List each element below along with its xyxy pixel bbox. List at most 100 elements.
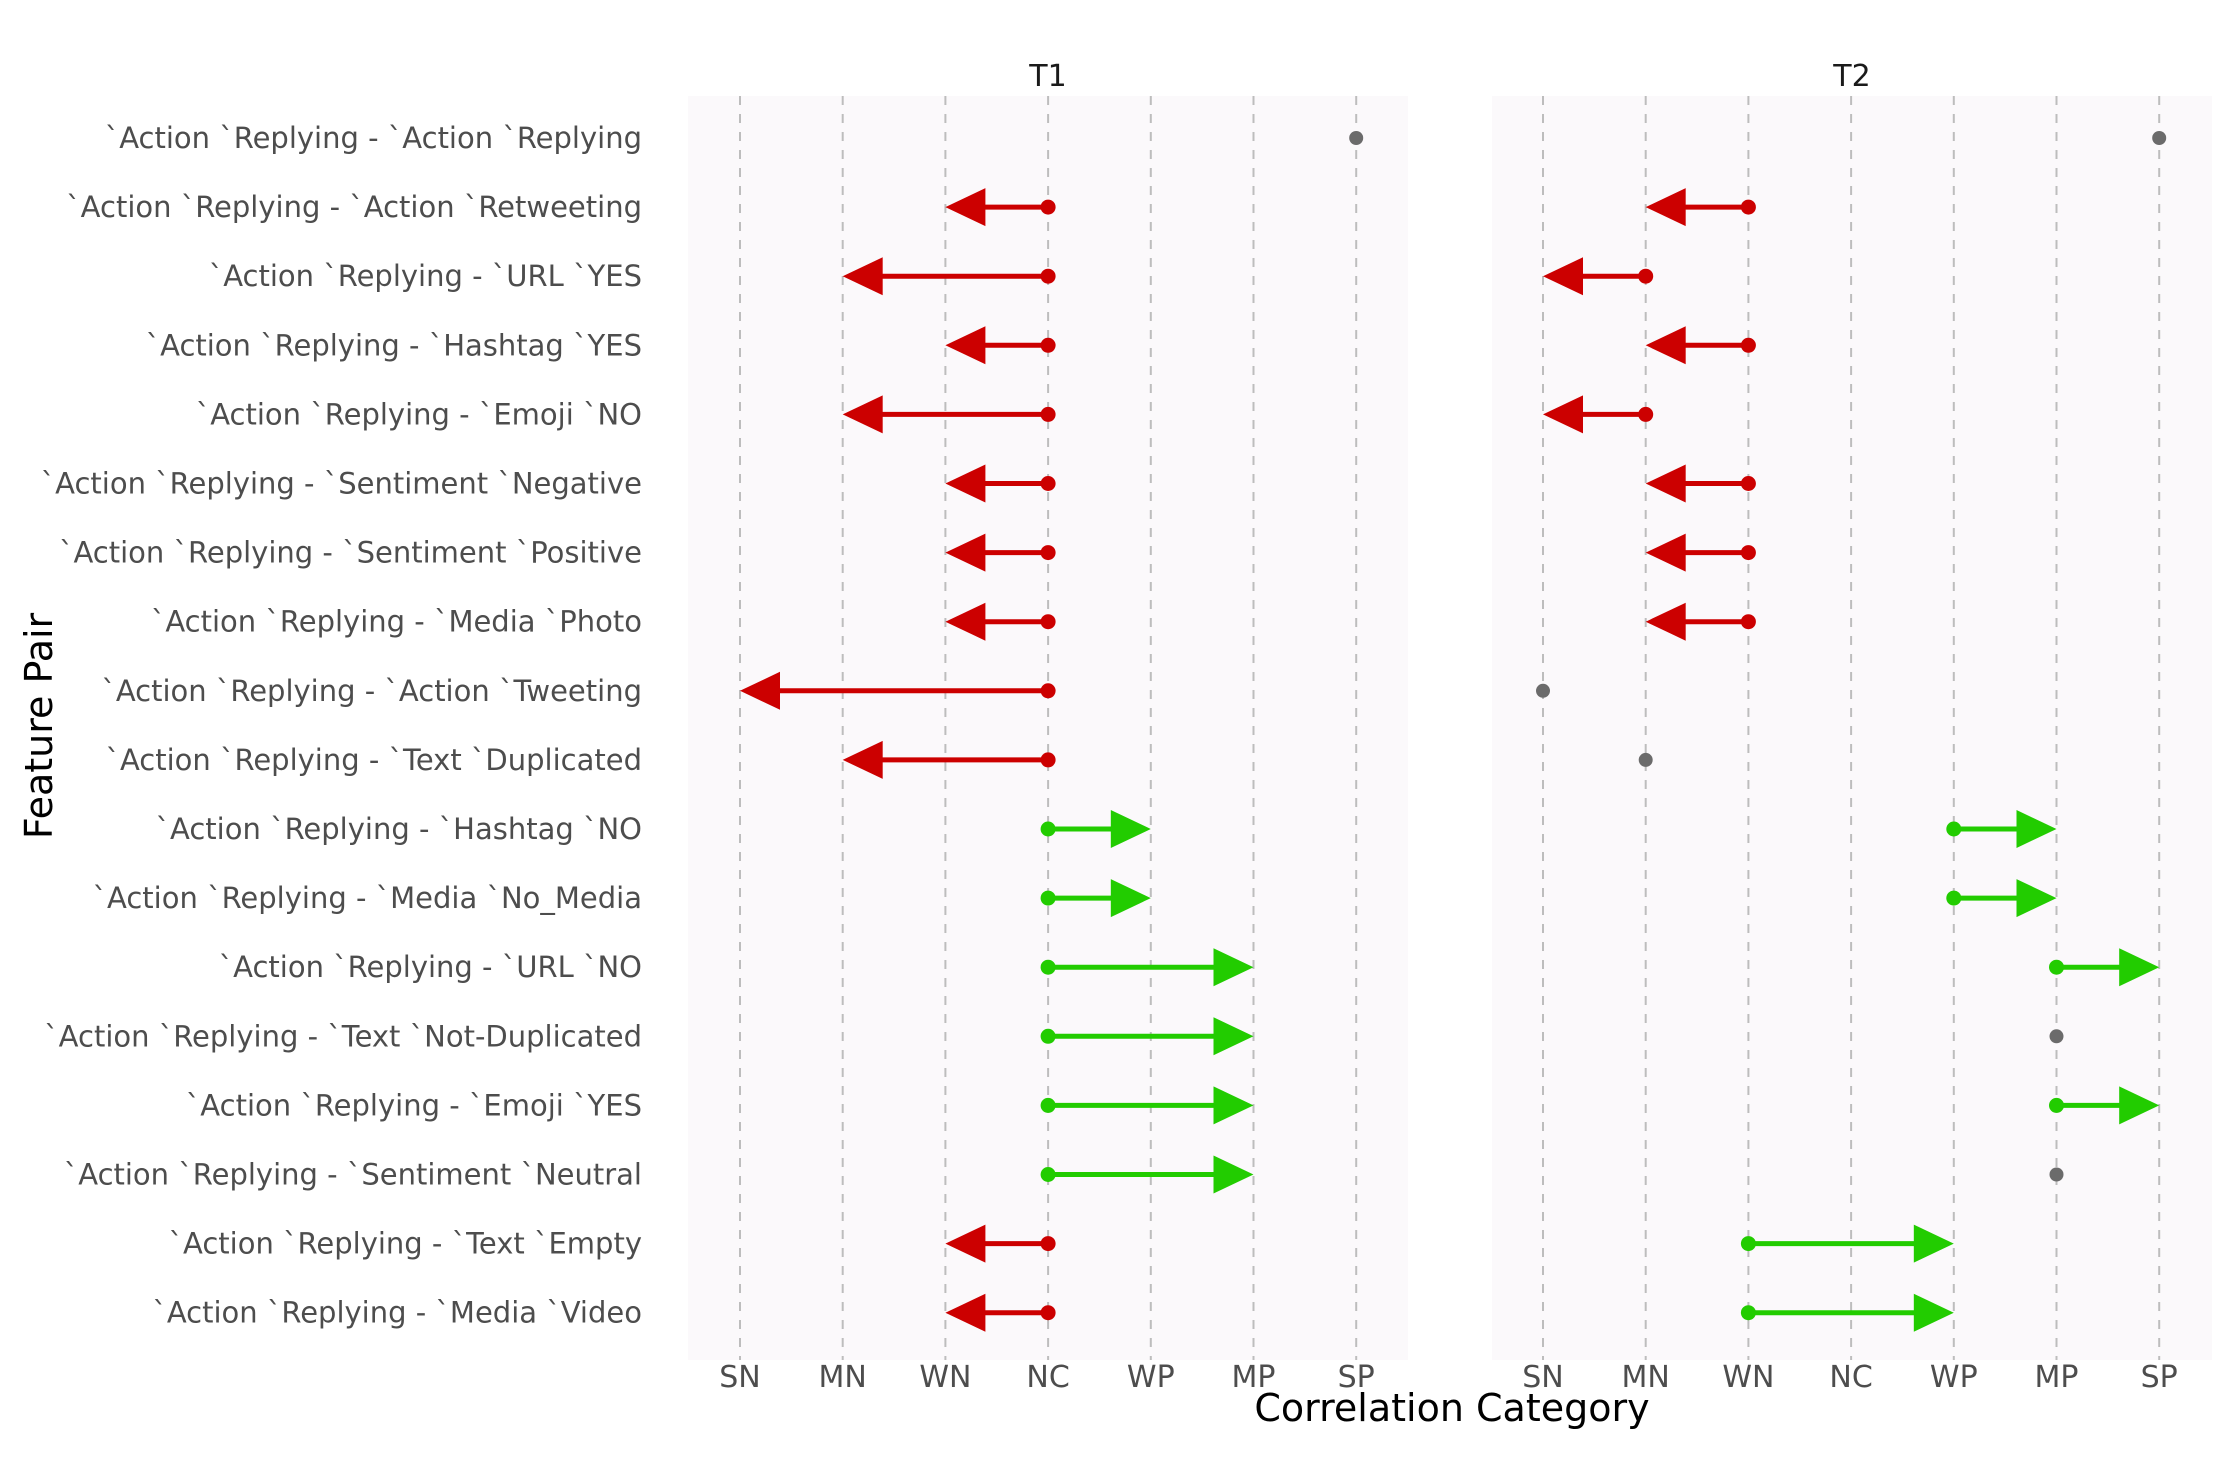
change-arrow-head: [1913, 1224, 1954, 1263]
change-arrow-head: [1213, 1155, 1254, 1194]
row-label: `Action `Replying - `Hashtag `YES: [146, 328, 642, 362]
change-arrow-head: [2016, 879, 2057, 918]
change-start-point: [1040, 959, 1056, 975]
change-arrow-head: [2119, 1086, 2160, 1125]
change-start-point: [1040, 683, 1056, 699]
row-label: `Action `Replying - `Action `Retweeting: [66, 190, 642, 224]
change-arrow-head: [945, 464, 986, 503]
row-label: `Action `Replying - `Hashtag `NO: [156, 812, 642, 846]
change-arrow-head: [1645, 533, 1686, 572]
change-start-point: [1040, 199, 1056, 215]
change-arrow-head: [1213, 1017, 1254, 1056]
change-start-point: [1040, 268, 1056, 284]
x-tick-label: NC: [1026, 1360, 1069, 1395]
row-label: `Action `Replying - `Action `Replying: [105, 121, 642, 155]
unchanged-point: [2049, 1029, 2064, 1044]
x-tick-label: SN: [1522, 1360, 1563, 1395]
change-start-point: [1946, 890, 1962, 906]
change-arrow-head: [945, 1293, 986, 1332]
change-arrow-head: [1543, 395, 1583, 434]
x-tick-label: NC: [1829, 1360, 1872, 1395]
change-start-point: [1740, 545, 1756, 561]
row-label: `Action `Replying - `Sentiment `Negative: [41, 467, 642, 501]
panel-t1: SN MN WN NC WP MP SP T1: [688, 59, 1408, 1395]
change-arrow-head: [1543, 257, 1583, 296]
x-tick-label: SP: [1338, 1360, 1375, 1395]
change-start-point: [1040, 1236, 1056, 1252]
change-arrow-head: [1645, 602, 1686, 641]
unchanged-point: [2152, 131, 2167, 145]
x-tick-label: SP: [2141, 1360, 2178, 1395]
change-start-point: [1040, 890, 1056, 906]
change-arrow-head: [1645, 188, 1686, 227]
change-start-point: [2049, 959, 2064, 975]
change-start-point: [1740, 337, 1756, 353]
change-arrow-head: [945, 602, 986, 641]
change-arrow-head: [842, 395, 883, 434]
row-label: `Action `Replying - `URL `NO: [219, 950, 642, 984]
change-arrow-head: [1913, 1293, 1954, 1332]
change-arrow-head: [2016, 810, 2057, 848]
change-start-point: [1740, 199, 1756, 215]
change-arrow-head: [945, 1224, 986, 1263]
x-tick-label: WN: [1722, 1360, 1774, 1395]
change-start-point: [1040, 1305, 1056, 1321]
row-label: `Action `Replying - `Action `Tweeting: [101, 674, 642, 708]
change-start-point: [1040, 1167, 1056, 1182]
x-tick-label: MP: [2035, 1360, 2079, 1395]
row-label: `Action `Replying - `Text `Not-Duplicate…: [44, 1019, 642, 1053]
panels: SN MN WN NC WP MP SP T1 SN MN WN NC WP MP SP T2: [688, 59, 2212, 1395]
x-tick-label: WN: [919, 1360, 971, 1395]
change-start-point: [1040, 821, 1056, 837]
unchanged-point: [2049, 1167, 2064, 1182]
row-label: `Action `Replying - `Text `Empty: [169, 1227, 643, 1261]
change-arrow-head: [1213, 1086, 1254, 1125]
panel-t2: SN MN WN NC WP MP SP T2: [1492, 59, 2212, 1395]
panel-title: T2: [1832, 59, 1870, 94]
change-start-point: [1040, 406, 1056, 422]
x-tick-label: MN: [1622, 1360, 1670, 1395]
change-start-point: [1040, 752, 1056, 768]
change-arrow-head: [842, 740, 883, 779]
change-arrow-head: [1645, 464, 1686, 503]
row-label: `Action `Replying - `Emoji `NO: [196, 397, 642, 431]
change-start-point: [1638, 268, 1654, 284]
x-tick-label: WP: [1127, 1360, 1175, 1395]
row-label: `Action `Replying - `URL `YES: [209, 259, 642, 293]
row-label: `Action `Replying - `Sentiment `Positive: [59, 536, 642, 570]
row-label: `Action `Replying - `Text `Duplicated: [105, 743, 642, 777]
row-label: `Action `Replying - `Media `No_Media: [93, 881, 642, 915]
change-arrow-head: [945, 326, 986, 365]
change-arrow-head: [1110, 810, 1151, 848]
row-labels: `Action `Replying - `Action `Replying `Ac…: [41, 121, 642, 1330]
row-label: `Action `Replying - `Emoji `YES: [186, 1088, 642, 1122]
panel-title: T1: [1028, 59, 1066, 94]
x-axis-title: Correlation Category: [1254, 1386, 1649, 1430]
change-start-point: [1740, 614, 1756, 630]
change-start-point: [1040, 1028, 1056, 1044]
x-tick-label: SN: [719, 1360, 760, 1395]
change-arrow-head: [842, 257, 883, 296]
change-arrow-head: [945, 533, 986, 572]
change-start-point: [1946, 821, 1962, 837]
change-start-point: [1040, 1097, 1056, 1113]
unchanged-point: [1349, 131, 1364, 145]
change-start-point: [1040, 337, 1056, 353]
change-start-point: [1040, 614, 1056, 630]
change-arrow-head: [740, 671, 780, 710]
y-axis-title: Feature Pair: [17, 612, 61, 839]
x-tick-label: MN: [819, 1360, 867, 1395]
x-tick-label: MP: [1232, 1360, 1276, 1395]
row-label: `Action `Replying - `Sentiment `Neutral: [64, 1158, 642, 1192]
change-arrow-head: [945, 188, 986, 227]
change-start-point: [1740, 1305, 1756, 1321]
change-start-point: [1740, 1236, 1756, 1252]
unchanged-point: [1638, 752, 1653, 767]
row-label: `Action `Replying - `Media `Video: [152, 1296, 642, 1330]
row-label: `Action `Replying - `Media `Photo: [151, 605, 642, 639]
change-start-point: [1040, 545, 1056, 561]
change-start-point: [1040, 476, 1056, 491]
change-arrow-head: [1213, 948, 1254, 987]
change-start-point: [1740, 476, 1756, 491]
